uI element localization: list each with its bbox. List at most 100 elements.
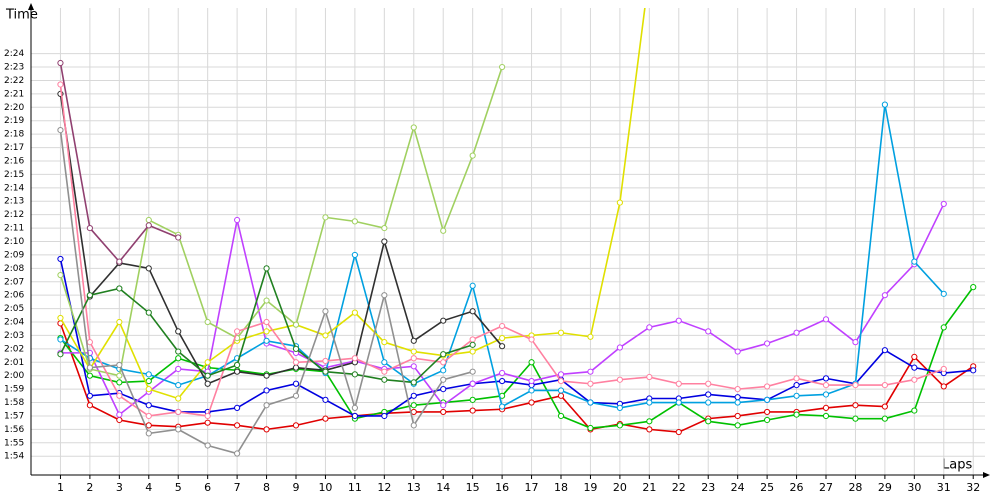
x-tick-label: 8 bbox=[263, 481, 270, 494]
lap-marker bbox=[734, 386, 741, 393]
x-tick-label: 26 bbox=[790, 481, 804, 494]
lap-marker bbox=[911, 364, 918, 371]
lap-marker bbox=[557, 329, 565, 336]
y-tick-label: 2:16 bbox=[4, 156, 24, 166]
lap-marker bbox=[440, 351, 447, 358]
lap-marker bbox=[469, 396, 476, 403]
lap-marker bbox=[234, 422, 241, 429]
lap-marker bbox=[646, 426, 653, 433]
lap-marker bbox=[410, 402, 417, 409]
y-tick-label: 2:12 bbox=[4, 210, 24, 220]
lap-marker bbox=[675, 399, 682, 406]
lap-marker bbox=[528, 387, 535, 394]
lap-marker bbox=[145, 386, 152, 393]
lap-marker bbox=[469, 152, 476, 159]
lap-marker bbox=[410, 392, 417, 399]
lap-marker bbox=[705, 328, 712, 335]
x-tick-label: 24 bbox=[731, 481, 745, 494]
x-tick-label: 10 bbox=[318, 481, 332, 494]
lap-marker bbox=[940, 290, 947, 297]
lap-marker bbox=[116, 379, 123, 386]
lap-marker bbox=[705, 380, 712, 387]
y-tick-label: 2:03 bbox=[4, 331, 24, 341]
lap-marker bbox=[469, 348, 476, 355]
x-tick-label: 2 bbox=[86, 481, 93, 494]
y-tick-label: 2:08 bbox=[4, 264, 24, 274]
lap-marker bbox=[57, 255, 64, 263]
lap-marker bbox=[175, 355, 182, 362]
lap-marker bbox=[616, 404, 623, 412]
lap-marker bbox=[469, 341, 476, 348]
x-tick-label: 27 bbox=[819, 481, 833, 494]
lap-marker bbox=[234, 368, 241, 375]
x-tick-label: 23 bbox=[701, 481, 715, 494]
y-tick-label: 2:18 bbox=[4, 130, 24, 140]
lap-marker bbox=[734, 348, 741, 355]
lap-marker bbox=[587, 333, 594, 340]
lap-marker bbox=[587, 424, 594, 432]
lap-marker bbox=[499, 63, 506, 71]
series-line bbox=[59, 93, 503, 385]
x-tick-label: 4 bbox=[145, 481, 152, 494]
series-line bbox=[59, 286, 974, 429]
x-tick-label: 30 bbox=[907, 481, 921, 494]
lap-marker bbox=[292, 359, 300, 366]
lap-marker bbox=[145, 377, 152, 385]
lap-marker bbox=[587, 380, 594, 387]
lap-marker bbox=[852, 381, 859, 389]
lap-marker bbox=[557, 371, 565, 378]
lap-marker bbox=[86, 292, 93, 299]
lap-marker bbox=[440, 402, 447, 409]
lap-marker bbox=[175, 381, 182, 389]
lap-marker bbox=[881, 415, 888, 422]
lap-marker bbox=[499, 369, 506, 377]
lap-marker bbox=[940, 324, 947, 331]
lap-marker bbox=[204, 442, 211, 449]
lap-marker bbox=[822, 404, 830, 412]
x-tick-label: 11 bbox=[348, 481, 362, 494]
lap-marker bbox=[322, 308, 329, 315]
x-tick-label: 31 bbox=[937, 481, 951, 494]
x-tick-label: 21 bbox=[642, 481, 656, 494]
lap-marker bbox=[705, 391, 712, 398]
lap-marker bbox=[263, 426, 270, 433]
lap-marker bbox=[940, 200, 947, 208]
x-tick-label: 25 bbox=[760, 481, 774, 494]
lap-marker bbox=[734, 394, 741, 401]
lap-marker bbox=[793, 411, 800, 418]
y-tick-label: 2:11 bbox=[4, 224, 24, 234]
lap-marker bbox=[822, 375, 830, 382]
x-tick-label: 32 bbox=[966, 481, 980, 494]
lap-marker bbox=[263, 337, 270, 344]
lap-marker bbox=[116, 372, 123, 379]
lap-marker bbox=[499, 343, 506, 350]
y-tick-label: 2:06 bbox=[4, 291, 24, 301]
lap-marker bbox=[322, 415, 329, 422]
lap-marker bbox=[175, 395, 182, 402]
lap-marker bbox=[381, 412, 388, 420]
lap-marker bbox=[587, 368, 594, 375]
lap-marker bbox=[86, 392, 93, 399]
lap-marker bbox=[822, 381, 830, 389]
lap-marker bbox=[410, 422, 417, 429]
lap-marker bbox=[499, 377, 506, 385]
lap-marker bbox=[381, 339, 388, 346]
lap-marker bbox=[292, 345, 300, 352]
lap-marker bbox=[499, 335, 506, 342]
lap-marker bbox=[57, 336, 64, 343]
y-tick-label: 2:24 bbox=[4, 49, 24, 59]
x-tick-label: 15 bbox=[466, 481, 480, 494]
lap-marker bbox=[528, 399, 535, 406]
lap-marker bbox=[381, 359, 388, 366]
lap-marker bbox=[145, 222, 152, 229]
lap-marker bbox=[410, 348, 417, 355]
lap-marker bbox=[322, 368, 329, 375]
lap-marker bbox=[528, 359, 535, 366]
lap-marker bbox=[145, 402, 152, 409]
lap-marker bbox=[440, 367, 447, 374]
lap-marker bbox=[410, 124, 417, 131]
lap-marker bbox=[204, 372, 211, 379]
lap-marker bbox=[646, 324, 653, 331]
lap-marker bbox=[322, 357, 329, 365]
